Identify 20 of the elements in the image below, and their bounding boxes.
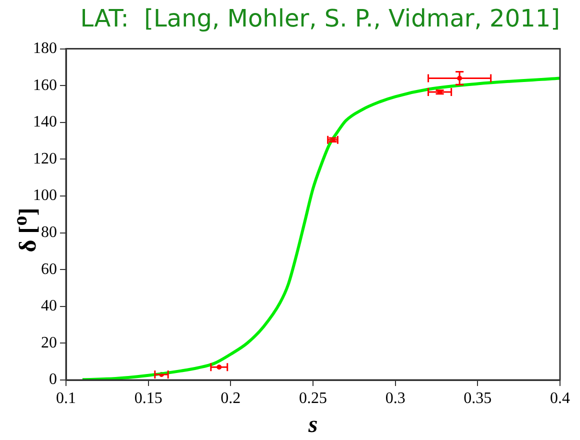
chart-title: LAT: [Lang, Mohler, S. P., Vidmar, 2011] xyxy=(80,4,560,33)
y-tick-label: 40 xyxy=(41,298,57,315)
x-tick-label: 0.1 xyxy=(56,390,76,407)
x-tick-label: 0.25 xyxy=(299,390,327,407)
x-tick-label: 0.4 xyxy=(550,390,570,407)
y-tick-label: 80 xyxy=(41,224,57,242)
x-axis-title: s xyxy=(307,412,318,438)
y-tick-label: 140 xyxy=(33,114,57,131)
x-tick-label: 0.15 xyxy=(134,390,162,407)
y-tick-label: 160 xyxy=(33,76,57,94)
y-tick-label: 100 xyxy=(33,187,57,204)
y-tick-label: 0 xyxy=(49,371,57,388)
y-tick-label: 180 xyxy=(33,40,57,58)
x-tick-label: 0.2 xyxy=(220,390,241,407)
y-tick-label: 120 xyxy=(33,150,57,168)
line-series xyxy=(80,76,560,380)
x-tick-label: 0.3 xyxy=(385,390,406,407)
x-tick-label: 0.35 xyxy=(464,390,492,407)
y-tick-label: 60 xyxy=(41,260,57,278)
y-tick-label: 20 xyxy=(41,334,57,352)
